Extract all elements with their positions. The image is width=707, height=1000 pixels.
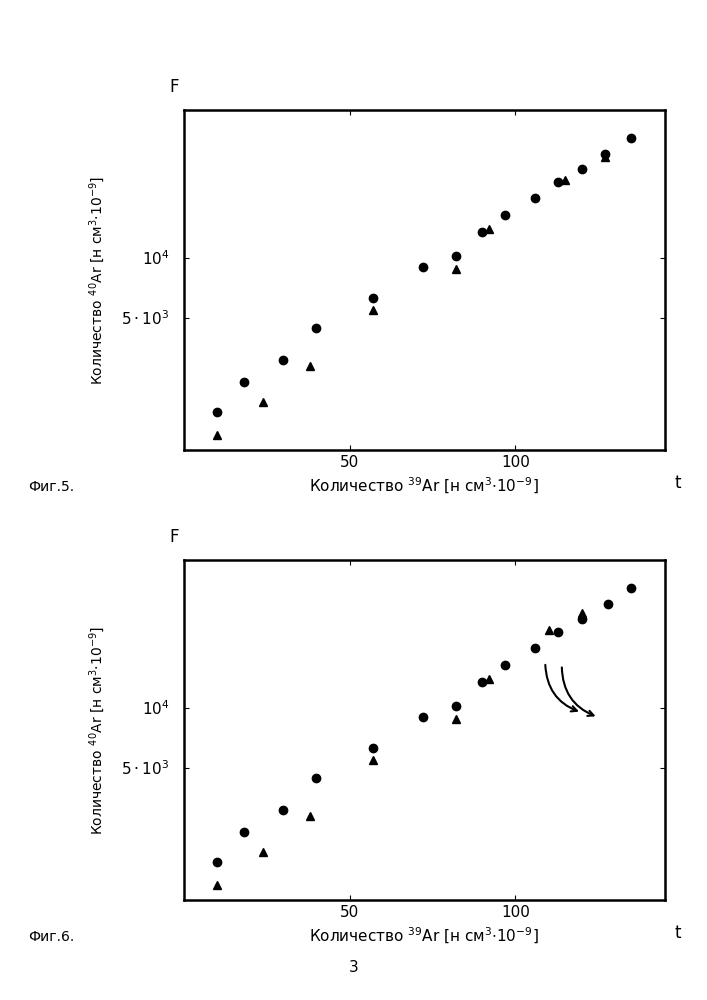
Text: F: F — [170, 78, 179, 96]
X-axis label: Количество $^{39}$Ar [н см$^3$$\cdot$10$^{-9}$]: Количество $^{39}$Ar [н см$^3$$\cdot$10$… — [310, 475, 539, 496]
Text: Количество $^{40}$Ar [н см$^3$$\cdot$10$^{-9}$]: Количество $^{40}$Ar [н см$^3$$\cdot$10$… — [88, 625, 107, 835]
Text: Количество $^{40}$Ar [н см$^3$$\cdot$10$^{-9}$]: Количество $^{40}$Ar [н см$^3$$\cdot$10$… — [88, 175, 107, 385]
Text: t: t — [674, 924, 681, 942]
Text: 5 · 10$^3$: 5 · 10$^3$ — [122, 309, 170, 328]
Text: 5 · 10$^3$: 5 · 10$^3$ — [122, 759, 170, 778]
Text: 3: 3 — [349, 960, 358, 975]
Text: 10$^4$: 10$^4$ — [141, 699, 170, 718]
Text: F: F — [170, 528, 179, 546]
Text: Фиг.6.: Фиг.6. — [28, 930, 74, 944]
Text: Фиг.5.: Фиг.5. — [28, 480, 74, 494]
X-axis label: Количество $^{39}$Ar [н см$^3$$\cdot$10$^{-9}$]: Количество $^{39}$Ar [н см$^3$$\cdot$10$… — [310, 925, 539, 946]
Text: t: t — [674, 474, 681, 492]
Text: 10$^4$: 10$^4$ — [141, 249, 170, 268]
